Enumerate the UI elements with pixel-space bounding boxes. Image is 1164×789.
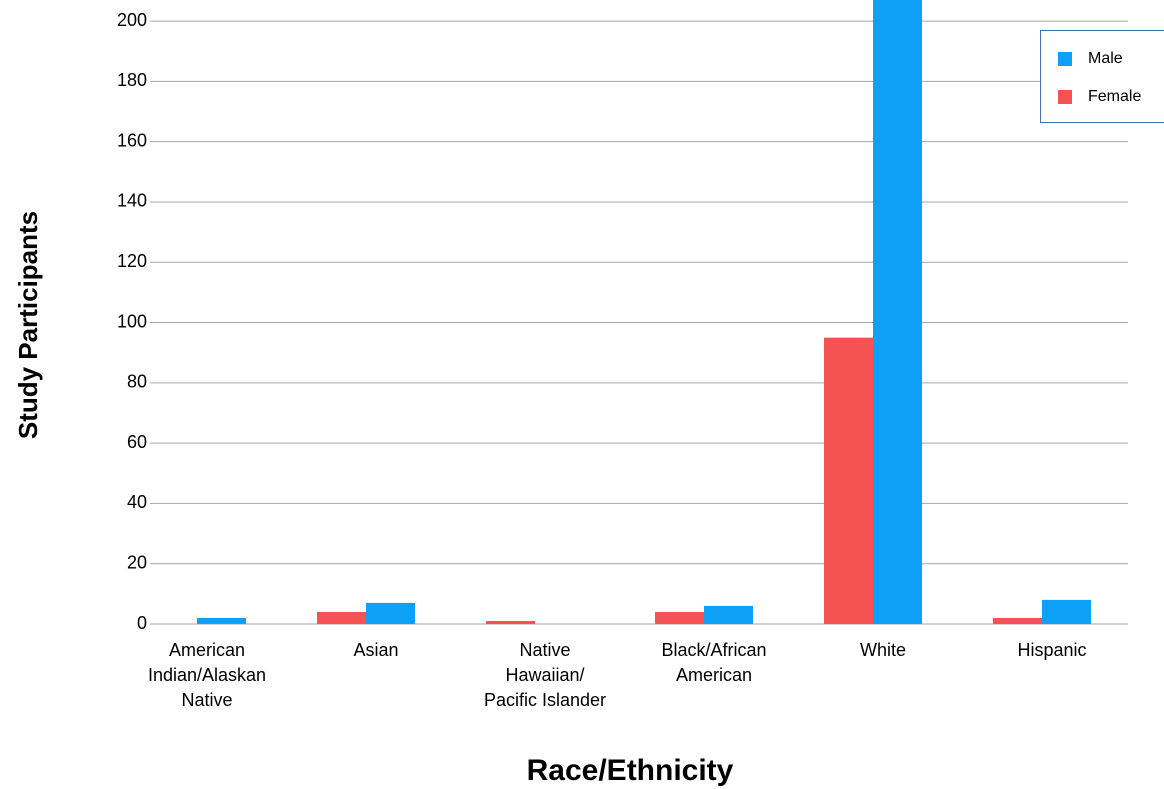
y-tick-label: 200: [117, 10, 147, 30]
y-tick-label: 60: [127, 432, 147, 452]
legend: Male Female: [1040, 30, 1164, 123]
x-tick-label: White: [859, 640, 906, 660]
x-tick-label: Native Hawaiian/ Pacific Islander: [483, 640, 607, 710]
y-tick-label: 140: [117, 191, 147, 211]
bars: [197, 0, 1091, 624]
x-tick-label: Black/African American: [661, 640, 767, 685]
x-axis-title: Race/Ethnicity: [527, 754, 734, 787]
y-axis-title: Study Participants: [13, 211, 43, 439]
y-tick-label: 100: [117, 311, 147, 331]
x-tick-label: Asian: [353, 640, 399, 660]
legend-box: [1040, 30, 1164, 123]
x-tick-label: Hispanic: [1017, 640, 1087, 660]
y-tick-label: 40: [127, 492, 147, 512]
bar: [197, 617, 246, 624]
y-tick-label: 0: [137, 613, 147, 633]
legend-swatch: [1058, 90, 1072, 104]
bar: [873, 0, 922, 624]
bar: [655, 611, 704, 624]
bar: [366, 602, 415, 624]
bar: [824, 337, 873, 624]
bar: [704, 605, 753, 624]
y-tick-label: 120: [117, 251, 147, 271]
y-tick-label: 160: [117, 130, 147, 150]
legend-label: Female: [1088, 88, 1141, 105]
y-tick-label: 20: [127, 552, 147, 572]
x-tick-label: American Indian/Alaskan Native: [147, 640, 267, 710]
bar: [317, 611, 366, 624]
legend-swatch: [1058, 52, 1072, 66]
bar: [993, 617, 1042, 624]
legend-label: Male: [1088, 50, 1123, 67]
y-tick-label: 80: [127, 372, 147, 392]
bar: [1042, 599, 1091, 624]
y-tick-label: 180: [117, 70, 147, 90]
bar: [486, 620, 535, 624]
